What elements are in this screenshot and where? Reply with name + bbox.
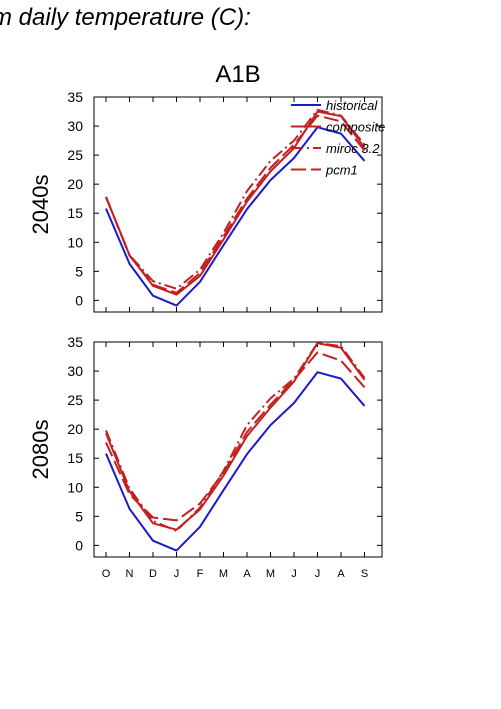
x-tick-label: F — [197, 568, 204, 580]
y-tick-label: 20 — [67, 421, 83, 437]
x-tick-label: J — [291, 568, 297, 580]
series-line-miroc-3-2 — [105, 108, 366, 290]
y-tick-label: 15 — [67, 450, 83, 466]
plot-frame — [93, 96, 383, 313]
x-tick-label: D — [149, 568, 157, 580]
series-line-miroc-3-2 — [105, 342, 366, 532]
chart-title: A1B — [215, 61, 260, 88]
x-tick-label: M — [266, 568, 275, 580]
series-line-composite — [105, 110, 366, 296]
y-tick-label: 25 — [67, 147, 83, 163]
y-tick-label: 30 — [67, 118, 83, 134]
y-tick-label: 20 — [67, 176, 83, 192]
y-tick-label: 0 — [75, 292, 83, 308]
x-tick-label: M — [219, 568, 228, 580]
y-tick-label: 25 — [67, 392, 83, 408]
plot-frame — [93, 341, 383, 558]
y-tick-label: 15 — [67, 205, 83, 221]
page-title: m daily temperature (C): — [0, 4, 251, 31]
y-tick-label: 35 — [67, 334, 83, 350]
y-tick-label: 5 — [75, 508, 83, 524]
chart-panel-2: 0 5 10 15 20 25 30 35 O N D J F M A M J J A S 2080s — [28, 334, 383, 580]
legend-label: historical — [326, 98, 378, 113]
series-line-historical — [105, 371, 366, 552]
y-axis-label: 2080s — [28, 420, 53, 480]
legend-label: composite — [326, 120, 385, 135]
y-tick-label: 10 — [67, 234, 83, 250]
legend-label: miroc 3.2 — [326, 141, 380, 156]
x-tick-label: N — [126, 568, 134, 580]
y-tick-label: 5 — [75, 263, 83, 279]
y-tick-label: 0 — [75, 537, 83, 553]
x-tick-label: O — [102, 568, 111, 580]
x-tick-label: J — [174, 568, 180, 580]
series-line-pcm1 — [105, 114, 366, 294]
x-tick-label: A — [243, 568, 251, 580]
y-tick-label: 30 — [67, 363, 83, 379]
legend: historical composite miroc 3.2 pcm1 — [291, 98, 385, 178]
chart-panel-1: 0 5 10 15 20 25 30 35 A1B 2040s historical composit… — [28, 61, 385, 313]
x-tick-label: S — [361, 568, 368, 580]
x-tick-label: A — [337, 568, 345, 580]
series-line-pcm1 — [105, 351, 366, 522]
series-line-historical — [105, 126, 366, 307]
y-axis-label: 2040s — [28, 175, 53, 235]
y-tick-label: 10 — [67, 479, 83, 495]
y-tick-label: 35 — [67, 89, 83, 105]
series-line-composite — [105, 342, 366, 531]
legend-label: pcm1 — [325, 163, 358, 178]
x-tick-label: J — [315, 568, 321, 580]
